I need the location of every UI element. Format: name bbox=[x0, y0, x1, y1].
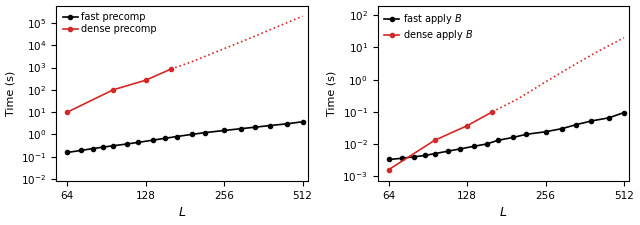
fast apply $B$ bbox=[431, 152, 438, 155]
fast apply $B$ bbox=[444, 150, 452, 153]
fast apply $B$ bbox=[509, 136, 517, 139]
fast precomp bbox=[266, 124, 274, 127]
fast precomp bbox=[63, 151, 71, 154]
Y-axis label: Time (s): Time (s) bbox=[327, 71, 337, 116]
Line: fast apply $B$: fast apply $B$ bbox=[387, 110, 626, 162]
dense apply $B$ bbox=[385, 168, 392, 171]
fast precomp bbox=[100, 146, 108, 148]
X-axis label: $L$: $L$ bbox=[178, 207, 186, 219]
fast apply $B$ bbox=[494, 139, 502, 142]
fast precomp bbox=[220, 129, 228, 132]
fast precomp bbox=[161, 137, 169, 140]
fast apply $B$ bbox=[470, 145, 478, 148]
fast apply $B$ bbox=[385, 158, 392, 161]
fast apply $B$ bbox=[410, 155, 418, 158]
dense apply $B$ bbox=[431, 139, 438, 142]
fast apply $B$ bbox=[558, 127, 566, 130]
Legend: fast precomp, dense precomp: fast precomp, dense precomp bbox=[61, 10, 159, 36]
fast apply $B$ bbox=[522, 133, 530, 136]
dense precomp bbox=[63, 111, 71, 113]
fast apply $B$ bbox=[483, 143, 490, 145]
fast precomp bbox=[123, 143, 131, 145]
fast precomp bbox=[134, 141, 142, 144]
fast apply $B$ bbox=[541, 130, 549, 133]
dense apply $B$ bbox=[463, 124, 471, 127]
fast precomp bbox=[201, 131, 209, 134]
Y-axis label: Time (s): Time (s) bbox=[6, 71, 15, 116]
fast precomp bbox=[299, 120, 307, 123]
fast precomp bbox=[148, 139, 156, 142]
dense precomp bbox=[142, 79, 150, 81]
Line: dense precomp: dense precomp bbox=[65, 67, 173, 114]
fast precomp bbox=[284, 122, 291, 125]
fast apply $B$ bbox=[573, 123, 580, 126]
fast precomp bbox=[109, 144, 117, 147]
X-axis label: $L$: $L$ bbox=[499, 207, 508, 219]
fast precomp bbox=[89, 147, 97, 150]
fast precomp bbox=[237, 127, 244, 130]
fast apply $B$ bbox=[421, 154, 429, 157]
fast precomp bbox=[173, 135, 180, 138]
dense precomp bbox=[167, 68, 175, 70]
Line: fast precomp: fast precomp bbox=[65, 120, 305, 155]
fast precomp bbox=[77, 149, 84, 152]
Legend: fast apply $B$, dense apply $B$: fast apply $B$, dense apply $B$ bbox=[383, 10, 476, 44]
fast apply $B$ bbox=[620, 111, 628, 114]
dense apply $B$ bbox=[488, 110, 496, 113]
fast precomp bbox=[251, 126, 259, 128]
fast apply $B$ bbox=[605, 117, 612, 119]
fast apply $B$ bbox=[588, 120, 595, 122]
Line: dense apply $B$: dense apply $B$ bbox=[387, 110, 495, 172]
fast precomp bbox=[188, 133, 195, 136]
dense precomp bbox=[109, 88, 117, 91]
fast apply $B$ bbox=[398, 157, 406, 160]
fast apply $B$ bbox=[456, 148, 464, 150]
